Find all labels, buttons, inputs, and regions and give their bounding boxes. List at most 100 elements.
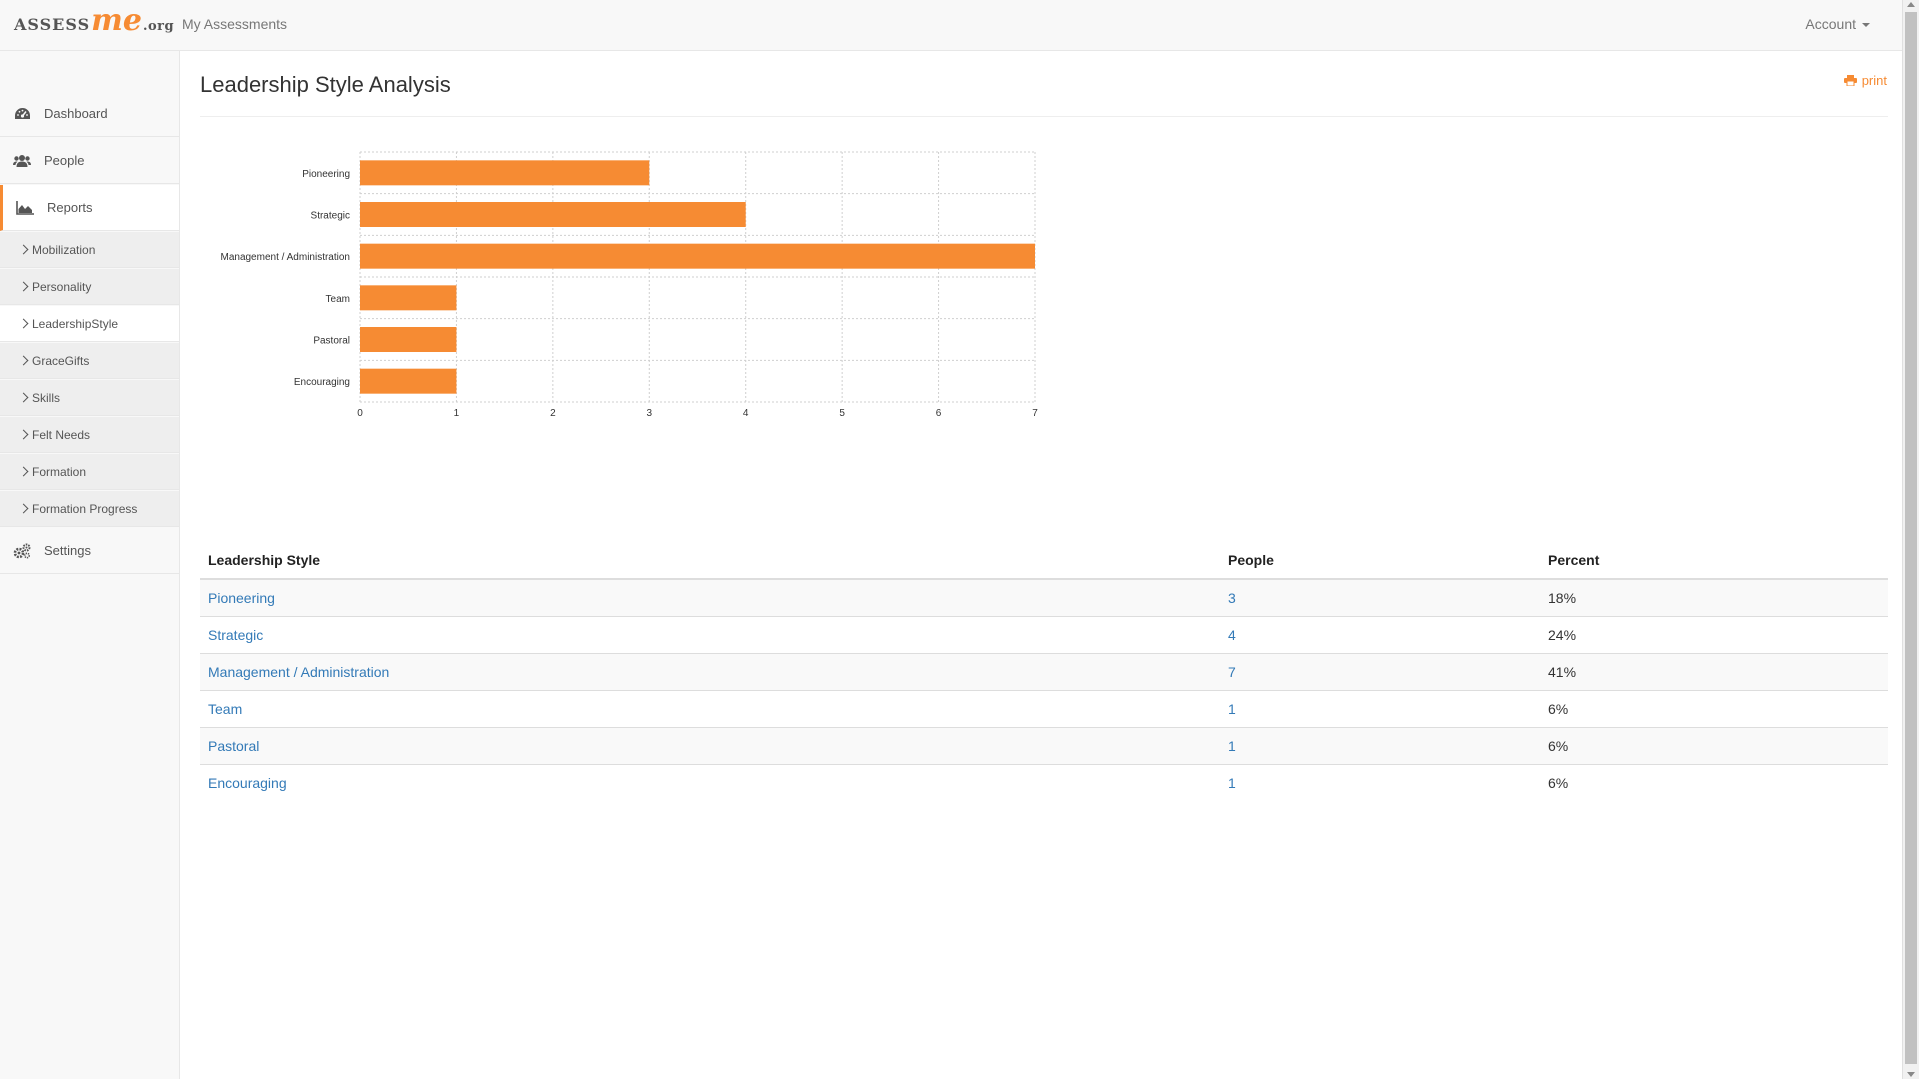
dashboard-icon (12, 106, 32, 122)
style-link[interactable]: Management / Administration (208, 663, 390, 680)
percent-cell: 18% (1540, 578, 1888, 616)
category-label: Strategic (311, 211, 350, 222)
column-header-people: People (1220, 542, 1540, 580)
style-link[interactable]: Strategic (208, 626, 264, 643)
area-chart-icon (15, 200, 35, 216)
sidebar-subitem-personality[interactable]: Personality (0, 269, 179, 305)
style-link[interactable]: Encouraging (208, 774, 287, 791)
category-label: Pastoral (313, 336, 350, 347)
people-count-link[interactable]: 4 (1228, 626, 1236, 643)
top-navbar: ASSESS me .org My Assessments Account (0, 0, 1902, 51)
sidebar-subitem-mobilization[interactable]: Mobilization (0, 232, 179, 268)
category-label: Team (326, 294, 350, 305)
sidebar-subitem-label: Formation (32, 464, 87, 479)
scroll-up-arrow-icon[interactable] (1907, 2, 1915, 7)
page-title: Leadership Style Analysis (200, 72, 451, 97)
sidebar-subitem-leadershipstyle[interactable]: LeadershipStyle (0, 306, 179, 342)
chevron-right-icon (18, 503, 29, 514)
bar-encouraging[interactable] (360, 368, 457, 394)
sidebar-subitem-label: Mobilization (32, 242, 96, 257)
logo-text-org: .org (142, 19, 175, 34)
sidebar-subitem-felt-needs[interactable]: Felt Needs (0, 417, 179, 453)
people-count-link[interactable]: 1 (1228, 700, 1236, 717)
caret-down-icon (1862, 23, 1870, 28)
print-label: print (1861, 73, 1887, 88)
account-label: Account (1805, 16, 1856, 32)
column-header-leadership-style: Leadership Style (200, 542, 1220, 580)
print-icon (1843, 75, 1857, 86)
print-button[interactable]: print (1843, 73, 1887, 88)
percent-cell: 6% (1540, 726, 1888, 764)
x-tick-label: 1 (454, 408, 460, 419)
chevron-right-icon (18, 392, 29, 403)
sidebar-subitem-label: Personality (32, 279, 92, 294)
bar-strategic[interactable] (360, 202, 746, 227)
vertical-scrollbar[interactable] (1902, 0, 1919, 1079)
chevron-right-icon (18, 355, 29, 366)
style-link[interactable]: Pioneering (208, 589, 275, 606)
percent-cell: 41% (1540, 652, 1888, 690)
chevron-right-icon (18, 281, 29, 292)
sidebar-item-label: Reports (47, 200, 93, 215)
percent-cell: 6% (1540, 763, 1888, 801)
x-tick-label: 4 (743, 408, 749, 419)
percent-cell: 24% (1540, 615, 1888, 653)
sidebar-item-settings[interactable]: Settings (0, 528, 179, 574)
people-count-link[interactable]: 1 (1228, 774, 1236, 791)
style-link[interactable]: Team (208, 700, 243, 717)
x-tick-label: 6 (936, 408, 942, 419)
sidebar: Dashboard People Reports Mobilization Pe… (0, 51, 180, 1079)
category-label: Encouraging (294, 377, 350, 388)
sidebar-item-label: Settings (44, 543, 91, 558)
sidebar-subitem-label: Skills (32, 390, 61, 405)
category-label: Pioneering (302, 169, 350, 180)
chevron-right-icon (18, 318, 29, 329)
people-count-link[interactable]: 1 (1228, 737, 1236, 754)
table-row: Pastoral 1 6% (200, 726, 1888, 764)
leadership-style-bar-chart: 0 1 2 3 4 5 6 7 Pioneering Strategic Management / … (220, 151, 1038, 419)
style-link[interactable]: Pastoral (208, 737, 260, 754)
table-row: Encouraging 1 6% (200, 763, 1888, 801)
people-count-link[interactable]: 3 (1228, 589, 1236, 606)
sidebar-item-reports[interactable]: Reports (0, 185, 179, 231)
category-label: Management / Administration (220, 252, 350, 263)
sidebar-subitem-label: GraceGifts (32, 353, 90, 368)
sidebar-subitem-formation[interactable]: Formation (0, 454, 179, 490)
bar-pastoral[interactable] (360, 327, 457, 352)
sidebar-subitem-gracegifts[interactable]: GraceGifts (0, 343, 179, 379)
logo-text-assess: ASSESS (14, 15, 91, 34)
title-divider (200, 116, 1888, 117)
nav-my-assessments[interactable]: My Assessments (182, 16, 288, 32)
chevron-right-icon (18, 466, 29, 477)
scrollbar-thumb[interactable] (1905, 12, 1917, 1064)
bar-pioneering[interactable] (360, 160, 650, 186)
table-header-row: Leadership Style People Percent (200, 542, 1888, 580)
people-count-link[interactable]: 7 (1228, 663, 1236, 680)
sidebar-subitem-formation-progress[interactable]: Formation Progress (0, 491, 179, 527)
brand-logo[interactable]: ASSESS me .org (14, 3, 175, 42)
table-row: Pioneering 3 18% (200, 578, 1888, 616)
users-icon (12, 153, 32, 169)
x-tick-label: 0 (357, 408, 363, 419)
sidebar-item-people[interactable]: People (0, 138, 179, 184)
x-tick-label: 5 (839, 408, 845, 419)
bar-management-administration[interactable] (360, 243, 1035, 269)
scroll-down-arrow-icon[interactable] (1907, 1072, 1915, 1077)
table-row: Team 1 6% (200, 689, 1888, 727)
chevron-right-icon (18, 244, 29, 255)
leadership-style-table: Leadership Style People Percent Pioneeri… (200, 542, 1888, 801)
cogs-icon (12, 543, 32, 559)
sidebar-subitem-label: Felt Needs (32, 427, 91, 442)
sidebar-subitem-label: LeadershipStyle (32, 316, 119, 331)
sidebar-item-dashboard[interactable]: Dashboard (0, 91, 179, 137)
column-header-percent: Percent (1540, 542, 1888, 580)
table-row: Strategic 4 24% (200, 615, 1888, 653)
x-tick-label: 3 (647, 408, 653, 419)
chevron-right-icon (18, 429, 29, 440)
percent-cell: 6% (1540, 689, 1888, 727)
logo-text-me: me (91, 3, 142, 38)
sidebar-subitem-label: Formation Progress (32, 501, 138, 516)
bar-team[interactable] (360, 285, 457, 311)
sidebar-subitem-skills[interactable]: Skills (0, 380, 179, 416)
account-dropdown[interactable]: Account (1805, 16, 1870, 32)
